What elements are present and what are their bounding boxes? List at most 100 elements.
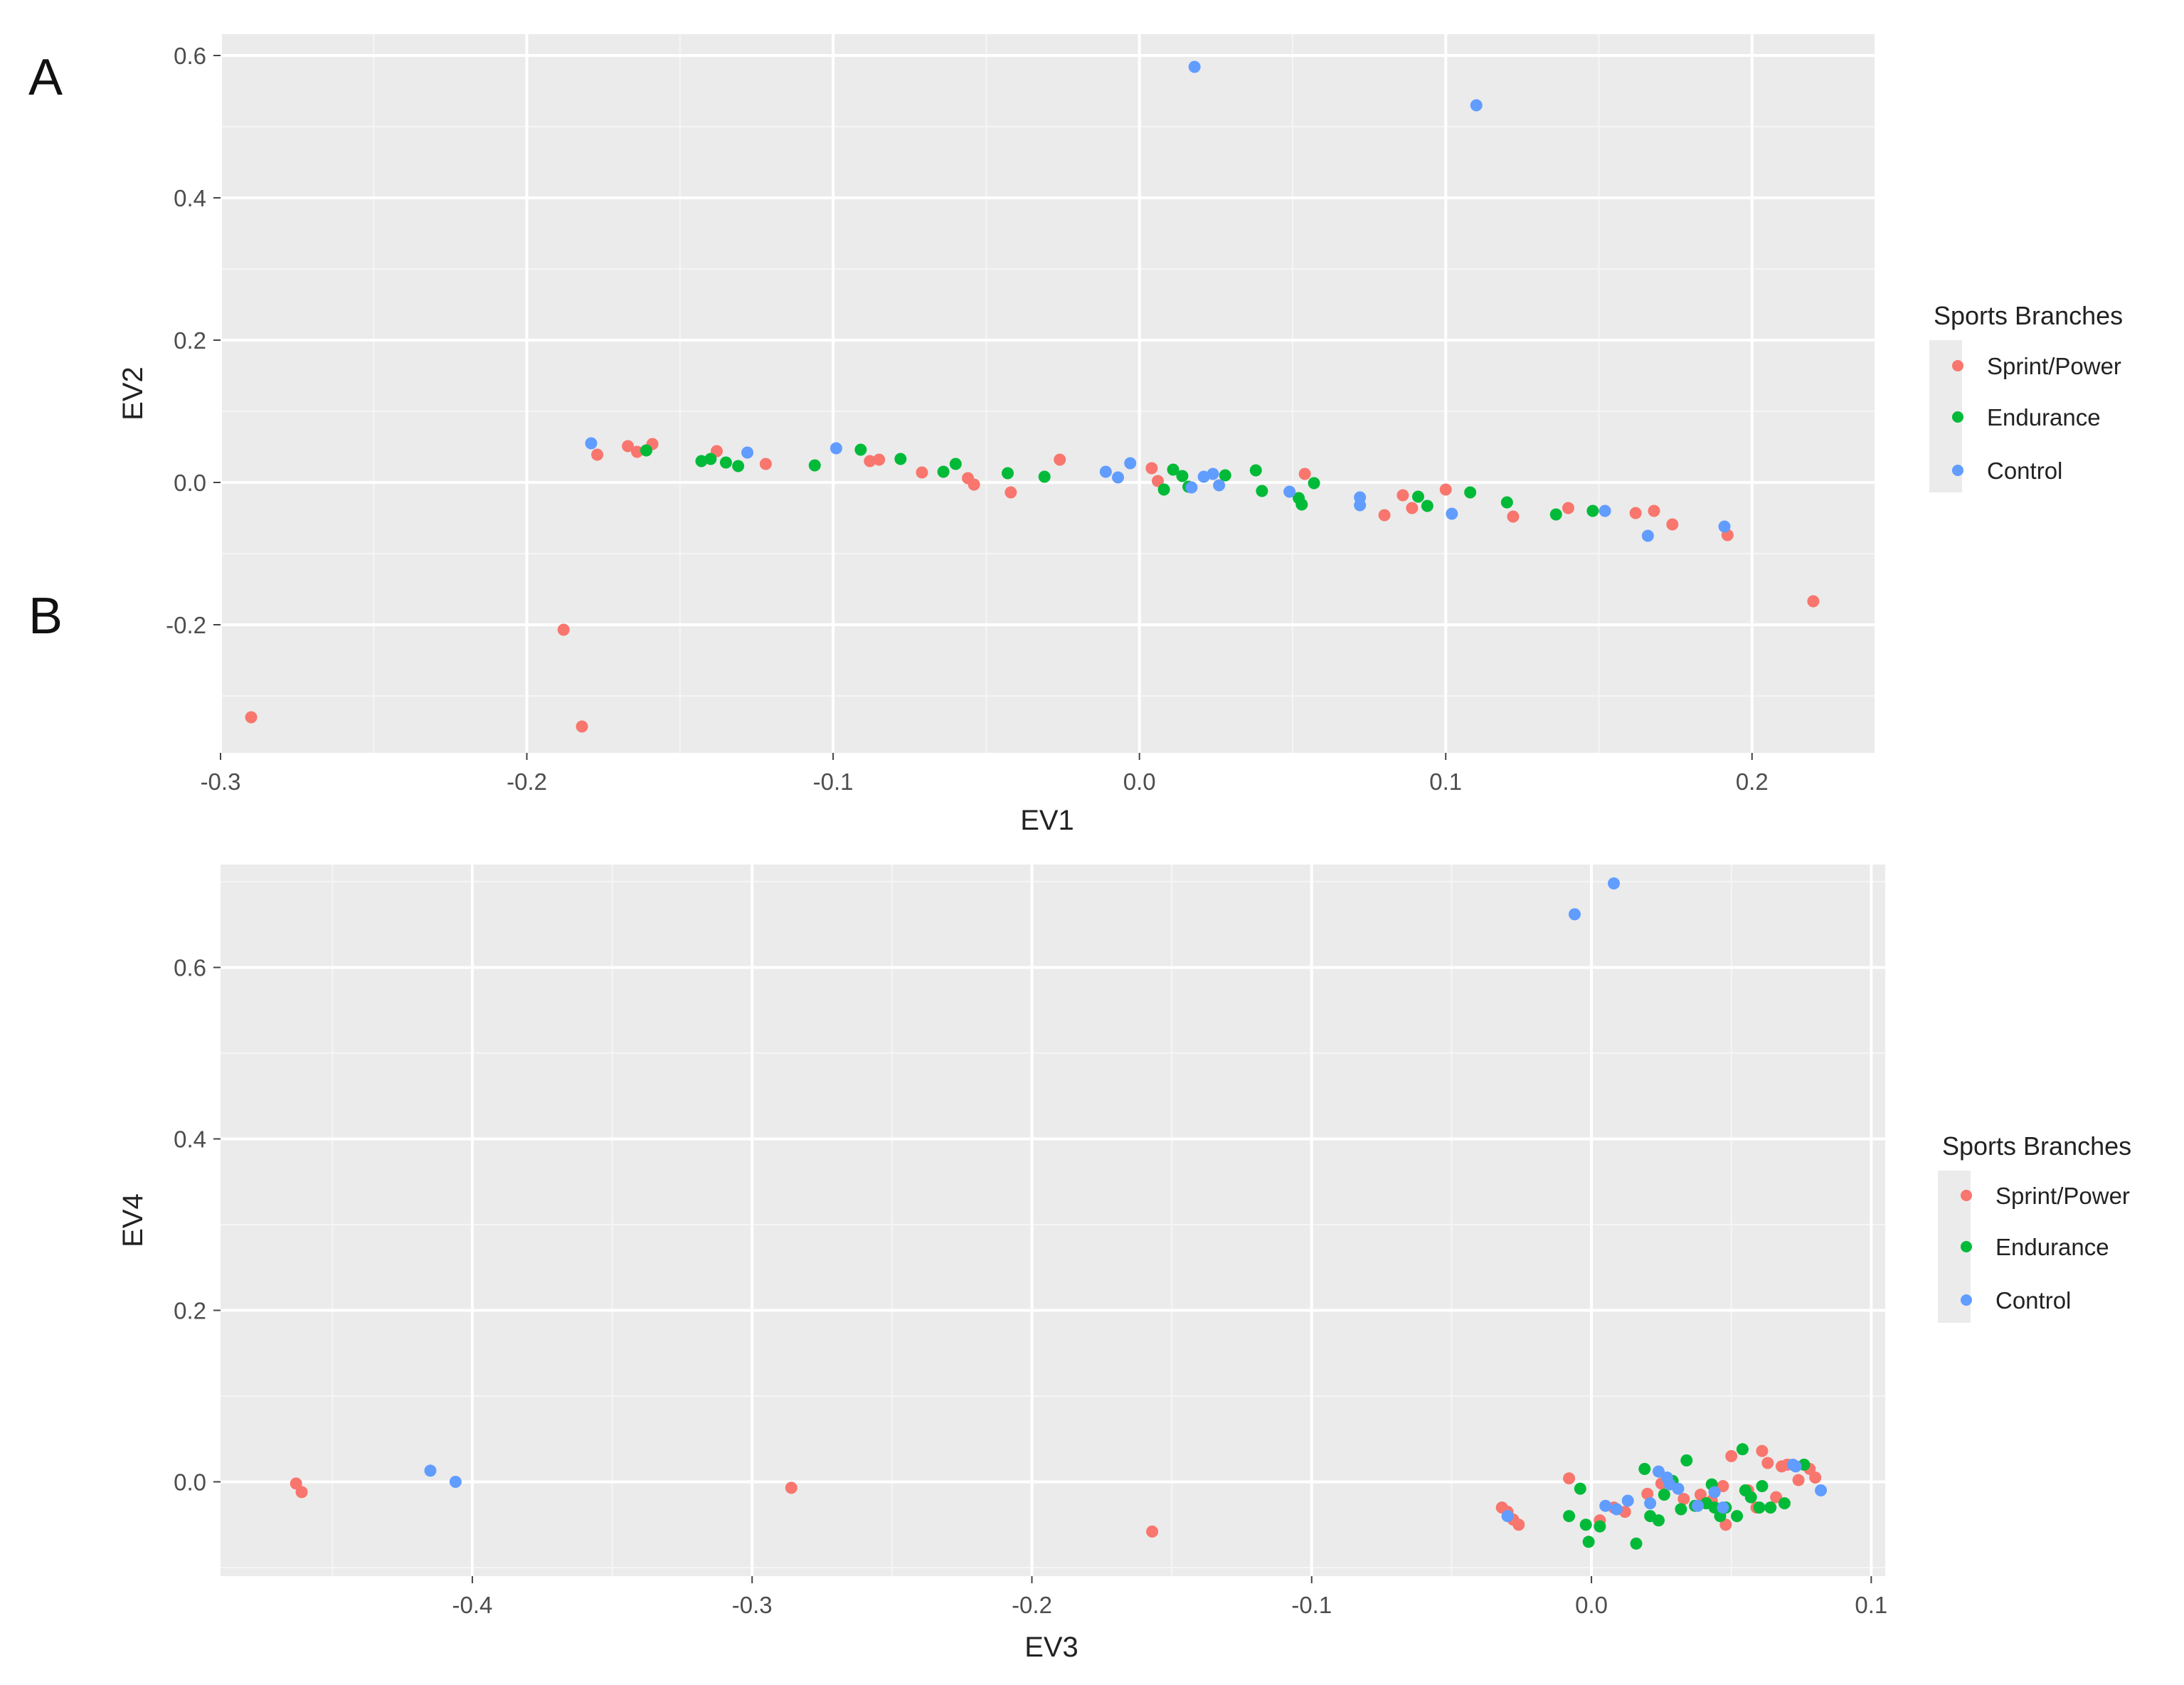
x-tick-label: -0.1 — [813, 768, 854, 795]
point-endurance — [1157, 483, 1170, 496]
legend-key-a-control — [1952, 465, 1963, 476]
point-sprint-power — [968, 478, 980, 491]
point-sprint-power — [591, 448, 604, 461]
x-tick-label: 0.0 — [1575, 1592, 1608, 1618]
points-a — [245, 60, 1820, 733]
gridlines-b — [221, 865, 1885, 1576]
x-tick-label: -0.3 — [732, 1592, 773, 1618]
point-endurance — [1736, 1443, 1749, 1456]
point-control — [1197, 470, 1210, 483]
point-sprint-power — [1725, 1449, 1738, 1462]
point-endurance — [1464, 486, 1477, 499]
point-endurance — [1549, 508, 1562, 521]
point-sprint-power — [1677, 1493, 1690, 1506]
legend-title-b: Sports Branches — [1942, 1131, 2131, 1161]
point-sprint-power — [785, 1481, 797, 1494]
y-tick-label: 0.6 — [174, 955, 206, 981]
legend-label-a-endurance: Endurance — [1987, 404, 2101, 431]
point-control — [1207, 468, 1219, 480]
point-control — [1283, 485, 1296, 498]
point-sprint-power — [1562, 502, 1574, 514]
point-endurance — [1249, 464, 1262, 477]
point-control — [829, 442, 842, 455]
point-endurance — [1308, 477, 1320, 490]
x-tick-label: 0.0 — [1123, 768, 1156, 795]
point-endurance — [1638, 1462, 1651, 1475]
point-control — [1641, 529, 1654, 542]
gridlines-a — [219, 34, 1875, 753]
point-control — [1717, 1501, 1729, 1514]
point-control — [1599, 505, 1611, 517]
point-sprint-power — [1809, 1471, 1822, 1484]
point-endurance — [732, 460, 745, 472]
point-control — [1692, 1499, 1705, 1512]
point-endurance — [1658, 1489, 1670, 1501]
y-axis-ticks-b: 0.0 0.2 0.4 0.6 — [174, 955, 221, 1495]
point-sprint-power — [1152, 475, 1164, 487]
point-endurance — [1744, 1491, 1757, 1504]
point-sprint-power — [1792, 1474, 1805, 1486]
point-sprint-power — [1761, 1457, 1774, 1469]
point-endurance — [704, 453, 717, 465]
point-sprint-power — [864, 455, 876, 468]
point-endurance — [1256, 485, 1268, 497]
y-axis-ticks-a: -0.2 0.0 0.2 0.4 0.6 — [166, 43, 221, 638]
point-endurance — [1563, 1510, 1576, 1523]
legend-label-b-endurance: Endurance — [1995, 1234, 2109, 1260]
point-endurance — [937, 465, 950, 478]
legend-label-b-sprint-power: Sprint/Power — [1995, 1183, 2130, 1209]
point-endurance — [1219, 469, 1231, 482]
point-endurance — [1176, 470, 1189, 482]
point-endurance — [1778, 1497, 1791, 1510]
point-control — [1213, 479, 1226, 492]
point-sprint-power — [1145, 462, 1158, 475]
point-endurance — [1756, 1479, 1769, 1492]
point-control — [449, 1475, 462, 1488]
x-tick-label: 0.2 — [1736, 768, 1769, 795]
x-tick-label: -0.3 — [201, 768, 241, 795]
y-tick-label: 0.0 — [174, 1469, 206, 1495]
point-endurance — [1675, 1503, 1687, 1516]
point-control — [741, 446, 754, 459]
x-tick-label: -0.1 — [1291, 1592, 1332, 1618]
point-control — [1354, 499, 1367, 512]
point-sprint-power — [1004, 486, 1017, 499]
point-control — [1501, 1510, 1514, 1523]
point-endurance — [1652, 1514, 1665, 1527]
point-control — [1621, 1494, 1634, 1507]
point-endurance — [719, 456, 732, 469]
x-axis-ticks-a: -0.3 -0.2 -0.1 0.0 0.1 0.2 — [201, 753, 1769, 795]
x-tick-label: -0.2 — [1012, 1592, 1052, 1618]
point-endurance — [1582, 1536, 1595, 1548]
x-tick-label: -0.2 — [507, 768, 547, 795]
point-endurance — [1038, 470, 1051, 483]
point-control — [1672, 1482, 1685, 1495]
point-sprint-power — [873, 453, 886, 466]
x-tick-label: -0.4 — [452, 1592, 493, 1618]
point-sprint-power — [576, 720, 588, 733]
point-sprint-power — [1807, 595, 1820, 608]
y-tick-label: 0.4 — [174, 1126, 206, 1153]
point-control — [1599, 1499, 1612, 1512]
y-tick-label: -0.2 — [166, 612, 206, 638]
point-sprint-power — [1406, 502, 1419, 514]
point-endurance — [1594, 1520, 1606, 1533]
point-control — [1185, 481, 1198, 494]
legend-b: Sports Branches Sprint/Power Endurance C… — [1938, 1131, 2131, 1323]
point-sprint-power — [245, 711, 258, 724]
point-control — [1099, 465, 1112, 478]
point-endurance — [1586, 505, 1599, 517]
point-sprint-power — [1629, 507, 1642, 519]
x-tick-label: 0.1 — [1855, 1592, 1887, 1618]
y-tick-label: 0.0 — [174, 470, 206, 496]
point-sprint-power — [622, 440, 635, 453]
point-sprint-power — [1378, 509, 1391, 522]
y-axis-label-ev2: EV2 — [117, 366, 149, 421]
point-endurance — [894, 453, 907, 465]
panel-a-letter: A — [28, 49, 63, 106]
point-control — [1112, 471, 1125, 484]
point-sprint-power — [557, 623, 570, 636]
point-endurance — [1167, 463, 1180, 476]
legend-label-b-control: Control — [1995, 1287, 2071, 1314]
